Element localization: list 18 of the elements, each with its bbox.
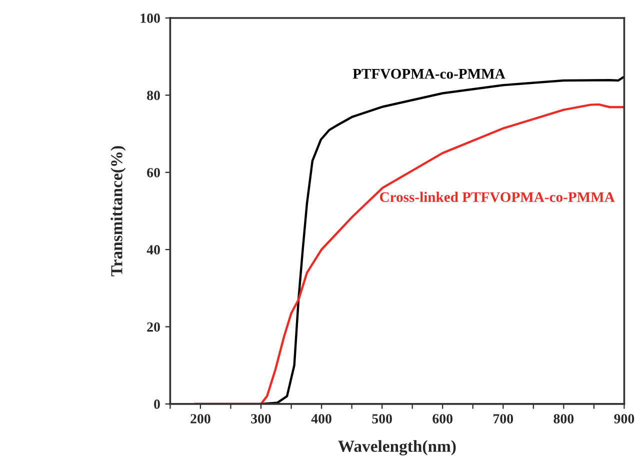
y-tick-label: 60: [147, 168, 160, 178]
y-tick-label: 20: [147, 322, 160, 332]
y-tick-label: 40: [146, 245, 160, 255]
y-tick-label: 80: [147, 90, 160, 100]
x-tick-label: 600: [432, 414, 452, 424]
y-tick-label: 100: [140, 14, 160, 23]
y-tick-label: 0: [154, 400, 160, 409]
x-tick-label: 900: [614, 414, 634, 424]
x-tick-label: 400: [311, 414, 332, 424]
series-label: Cross-linked PTFVOPMA-co-PMMA: [380, 192, 615, 202]
series-label: PTFVOPMA-co-PMMA: [352, 68, 506, 79]
x-tick-label: 200: [190, 414, 210, 424]
x-tick-label: 500: [372, 414, 392, 424]
y-axis-title: Transmittance(%): [110, 146, 126, 276]
x-tick-label: 800: [554, 414, 574, 424]
x-axis-title: Wavelength(nm): [338, 440, 456, 456]
x-tick-label: 300: [251, 414, 271, 424]
x-tick-label: 700: [494, 414, 514, 424]
